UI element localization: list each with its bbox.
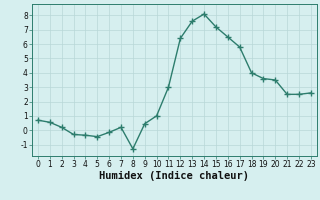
X-axis label: Humidex (Indice chaleur): Humidex (Indice chaleur) <box>100 171 249 181</box>
